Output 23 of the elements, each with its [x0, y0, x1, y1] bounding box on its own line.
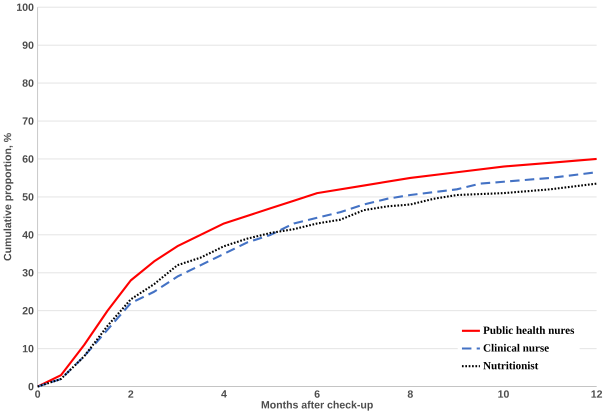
legend-label: Clinical nurse [484, 344, 549, 352]
y-tick-label: 100 [17, 3, 34, 11]
legend-label: Public health nures [483, 326, 574, 334]
y-tick-label: 50 [22, 193, 34, 201]
x-tick-label: 4 [221, 390, 227, 398]
y-axis-title: Cumulative proportion, % [4, 133, 14, 260]
y-tick-label: 30 [22, 269, 34, 276]
x-tick-label: 12 [591, 390, 602, 398]
y-tick-label: 70 [22, 117, 34, 125]
x-tick-label: 0 [35, 390, 40, 398]
x-tick-label: 10 [498, 390, 509, 398]
y-tick-label: 10 [22, 344, 34, 352]
y-tick-label: 0 [28, 382, 34, 390]
legend-label: Nutritionist [483, 362, 538, 370]
y-tick-label: 60 [22, 155, 34, 163]
x-tick-label: 2 [128, 390, 134, 398]
y-tick-label: 80 [22, 79, 34, 87]
x-tick-label: 8 [408, 390, 413, 398]
x-axis-title: Months after check-up [262, 400, 373, 411]
y-tick-label: 20 [22, 306, 34, 314]
y-tick-label: 40 [22, 231, 34, 239]
y-tick-label: 90 [22, 41, 34, 49]
x-tick-label: 6 [314, 390, 320, 398]
